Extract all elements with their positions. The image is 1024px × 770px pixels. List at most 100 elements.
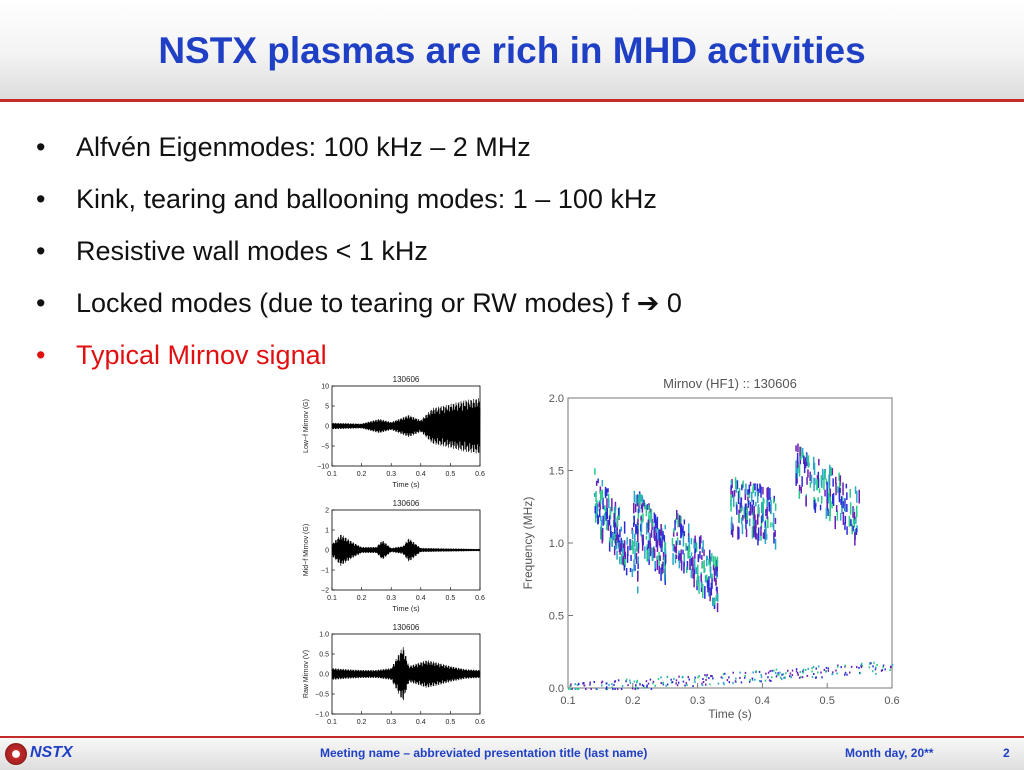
mode-mark	[570, 684, 572, 687]
signal-trace	[331, 398, 481, 454]
mode-mark	[708, 576, 710, 591]
mode-mark	[813, 462, 816, 475]
mid-f-mirnov-plot: 130606 0.1 0.2 0.3 0.4 0.5 0.6 2 1 0 −1 −2 Time (s) M…	[303, 499, 485, 613]
mode-mark	[849, 502, 852, 515]
mode-mark	[602, 515, 604, 526]
x-tick-label: 0.1	[560, 695, 575, 707]
mode-mark	[817, 471, 820, 484]
mode-mark	[853, 508, 855, 513]
mode-mark	[627, 684, 629, 687]
y-tick-label: −2	[321, 588, 329, 595]
mode-mark	[593, 492, 596, 497]
mode-mark	[796, 457, 799, 468]
mode-mark	[603, 513, 606, 525]
mode-mark	[796, 452, 799, 463]
mode-mark	[612, 688, 614, 690]
x-tick-label: 0.2	[357, 595, 367, 602]
mode-mark	[613, 513, 615, 518]
mode-mark	[891, 663, 894, 666]
mode-mark	[693, 559, 696, 570]
mode-mark	[664, 551, 667, 564]
mode-mark	[730, 499, 732, 507]
mode-mark	[631, 568, 634, 577]
mode-mark	[765, 509, 767, 516]
mode-mark	[662, 683, 665, 686]
mode-mark	[767, 676, 769, 679]
mode-mark	[732, 682, 734, 685]
mode-mark	[676, 532, 678, 537]
plot-title: 130606	[393, 375, 420, 384]
mode-mark	[694, 535, 696, 544]
mode-mark	[846, 673, 848, 676]
y-tick-label: 0.5	[319, 652, 329, 659]
mode-mark	[828, 490, 830, 501]
mode-mark	[738, 527, 740, 539]
mode-mark	[606, 488, 608, 496]
mode-mark	[754, 491, 757, 497]
mode-mark	[674, 546, 676, 553]
y-tick-label: 10	[321, 384, 329, 391]
mode-mark	[730, 480, 733, 485]
mode-mark	[647, 519, 650, 533]
mode-mark	[837, 665, 839, 668]
mode-mark	[705, 683, 707, 686]
mode-mark	[600, 490, 602, 505]
mode-mark	[655, 523, 657, 533]
mode-mark	[826, 489, 828, 501]
mode-mark	[644, 686, 646, 689]
mode-mark	[779, 671, 781, 674]
mode-mark	[635, 685, 637, 688]
mode-mark	[616, 515, 619, 528]
mode-mark	[671, 537, 674, 546]
mode-mark	[639, 683, 641, 686]
mode-mark	[679, 553, 681, 561]
mode-mark	[774, 517, 777, 524]
mode-mark	[614, 512, 616, 527]
mode-mark	[645, 505, 648, 517]
mode-mark	[658, 565, 660, 574]
mode-mark	[600, 681, 603, 684]
mode-mark	[715, 559, 718, 572]
mode-mark	[619, 529, 621, 538]
mode-mark	[749, 506, 752, 516]
mode-mark	[642, 513, 644, 523]
mode-mark	[767, 516, 769, 529]
mode-mark	[585, 688, 587, 690]
mode-mark	[783, 677, 786, 680]
mode-mark	[650, 508, 653, 523]
mode-mark	[764, 521, 766, 529]
mode-mark	[854, 531, 856, 546]
mode-mark	[608, 540, 611, 552]
mode-mark	[860, 666, 863, 669]
mode-mark	[856, 505, 858, 518]
mode-mark	[745, 483, 747, 495]
mode-mark	[807, 457, 809, 468]
mode-mark	[815, 667, 817, 670]
mode-mark	[726, 679, 729, 682]
mode-mark	[634, 533, 636, 548]
x-tick-label: 0.6	[475, 719, 485, 726]
mode-mark	[807, 469, 809, 478]
mode-mark	[817, 478, 820, 489]
mode-mark	[614, 506, 616, 512]
footer-meeting-name: Meeting name – abbreviated presentation …	[320, 746, 648, 760]
mode-mark	[644, 546, 646, 559]
mode-mark	[675, 679, 678, 682]
mode-mark	[807, 667, 809, 670]
mode-mark	[872, 670, 874, 673]
mode-mark	[662, 561, 664, 574]
mode-mark	[754, 678, 756, 681]
mode-mark	[800, 676, 802, 679]
mode-mark	[751, 526, 754, 539]
mode-mark	[682, 533, 685, 547]
mode-mark	[825, 670, 827, 673]
mode-mark	[660, 676, 662, 679]
mode-mark	[619, 556, 621, 565]
mode-mark	[844, 505, 847, 513]
mode-mark	[821, 495, 823, 504]
mode-mark	[767, 486, 769, 501]
mode-mark	[599, 486, 602, 493]
mode-mark	[728, 681, 731, 684]
mode-mark	[738, 488, 741, 499]
mode-mark	[755, 519, 757, 529]
